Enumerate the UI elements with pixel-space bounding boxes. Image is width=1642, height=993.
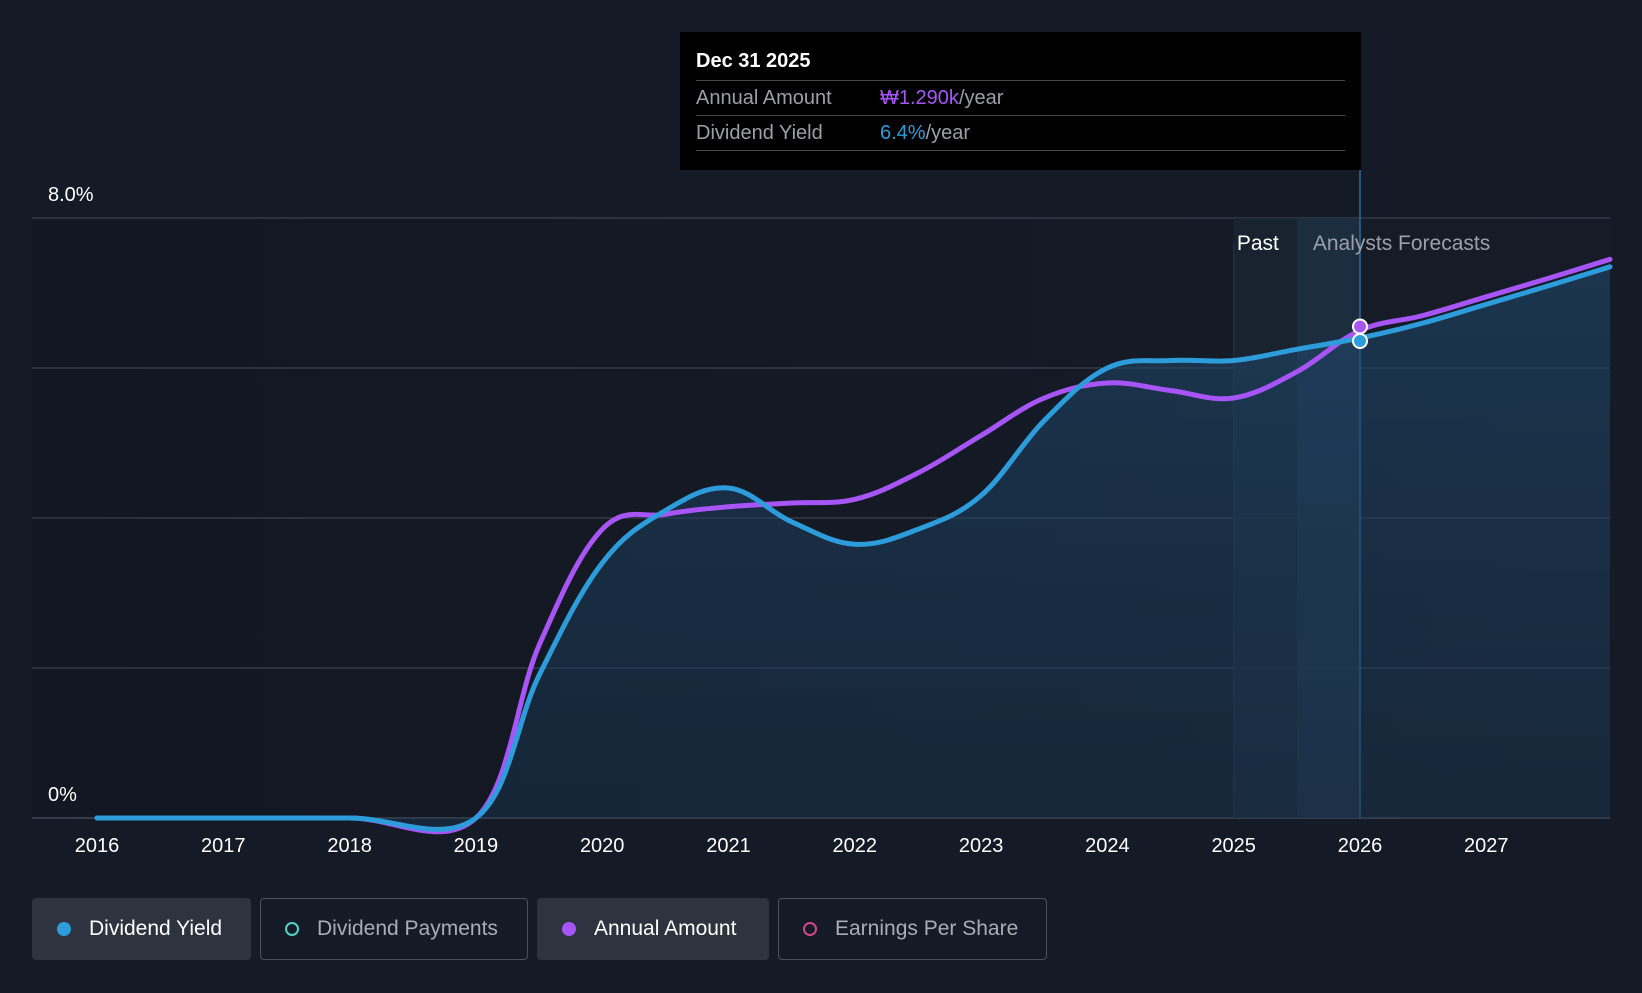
annual-amount-marker <box>1352 318 1368 335</box>
legend: Dividend Yield Dividend Payments Annual … <box>32 898 1047 960</box>
hollow-dot-icon <box>803 922 817 936</box>
tooltip-label: Annual Amount <box>696 87 832 109</box>
legend-label: Dividend Yield <box>89 917 223 940</box>
tooltip-unit: /year <box>925 122 971 144</box>
dividend-yield-marker <box>1352 333 1368 349</box>
legend-earnings-per-share-button[interactable]: Earnings Per Share <box>778 898 1047 960</box>
legend-label: Dividend Payments <box>317 917 498 940</box>
legend-dividend-yield-button[interactable]: Dividend Yield <box>32 898 251 960</box>
legend-annual-amount-button[interactable]: Annual Amount <box>537 898 769 960</box>
dividend-yield-area <box>97 266 1610 830</box>
tooltip-unit: /year <box>958 87 1004 109</box>
legend-label: Annual Amount <box>594 917 737 940</box>
x-tick-label: 2022 <box>833 835 878 857</box>
x-tick-label: 2020 <box>580 835 625 857</box>
past-label: Past <box>1237 232 1279 255</box>
forecast-label: Analysts Forecasts <box>1313 232 1490 255</box>
tooltip-label: Dividend Yield <box>696 122 823 144</box>
x-tick-label: 2023 <box>959 835 1004 857</box>
tooltip-date: Dec 31 2025 <box>696 50 811 72</box>
x-tick-label: 2021 <box>706 835 751 857</box>
hollow-dot-icon <box>285 922 299 936</box>
tooltip-value: 6.4% <box>880 122 926 144</box>
x-tick-label: 2027 <box>1464 835 1509 857</box>
x-tick-label: 2019 <box>454 835 499 857</box>
tooltip-value: ₩1.290k <box>880 87 959 109</box>
filled-dot-icon <box>562 922 576 936</box>
tooltip-row-annual-amount: Annual Amount ₩1.290k /year <box>696 80 1345 115</box>
tooltip-row-dividend-yield: Dividend Yield 6.4% /year <box>696 115 1345 151</box>
x-tick-label: 2026 <box>1338 835 1383 857</box>
x-tick-label: 2025 <box>1211 835 1256 857</box>
legend-label: Earnings Per Share <box>835 917 1019 940</box>
y-tick-label: 8.0% <box>48 184 94 206</box>
x-tick-label: 2018 <box>327 835 372 857</box>
x-tick-label: 2016 <box>75 835 120 857</box>
y-tick-label: 0% <box>48 784 77 806</box>
legend-dividend-payments-button[interactable]: Dividend Payments <box>260 898 528 960</box>
tooltip: Dec 31 2025 Annual Amount ₩1.290k /year … <box>680 32 1361 170</box>
filled-dot-icon <box>57 922 71 936</box>
x-tick-label: 2024 <box>1085 835 1130 857</box>
x-tick-label: 2017 <box>201 835 246 857</box>
